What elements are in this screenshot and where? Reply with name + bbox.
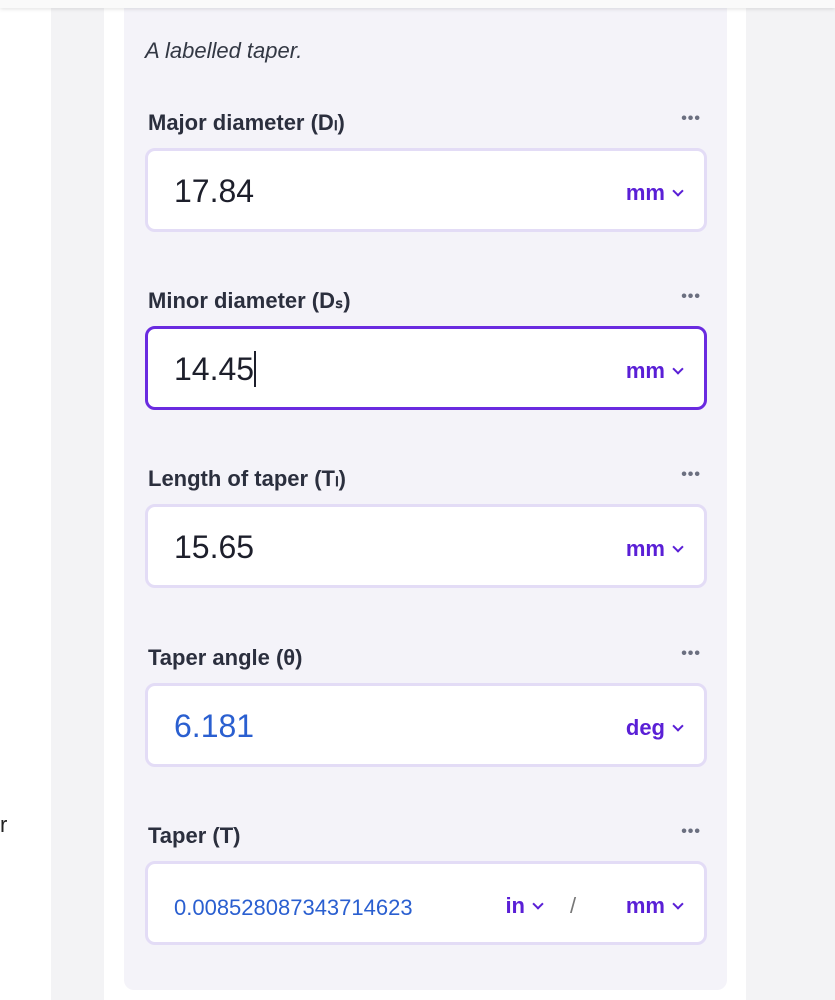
unit-label: mm bbox=[625, 893, 665, 918]
unit-label: mm bbox=[625, 180, 665, 205]
more-options-icon[interactable]: ••• bbox=[681, 466, 701, 483]
taper-input[interactable]: 0.008528087343714623 in / mm bbox=[145, 861, 707, 945]
input-value[interactable]: 6.181 bbox=[174, 708, 255, 744]
side-text: r bbox=[0, 812, 8, 837]
minor-diameter-input[interactable]: 14.45 mm bbox=[145, 326, 707, 410]
page-gutter-right bbox=[746, 0, 835, 1000]
unit-select-numerator[interactable]: in bbox=[505, 893, 544, 919]
field-label: Length of taper (Tₗ) bbox=[148, 466, 346, 491]
top-bar bbox=[0, 0, 835, 8]
more-options-icon[interactable]: ••• bbox=[681, 645, 701, 662]
unit-select[interactable]: mm bbox=[625, 180, 684, 206]
page-gutter-left bbox=[51, 0, 104, 1000]
text-caret bbox=[254, 350, 257, 387]
unit-select[interactable]: mm bbox=[625, 536, 684, 562]
more-options-icon[interactable]: ••• bbox=[681, 110, 701, 127]
length-of-taper-input[interactable]: 15.65 mm bbox=[145, 504, 707, 588]
unit-separator: / bbox=[570, 893, 577, 918]
more-options-icon[interactable]: ••• bbox=[681, 288, 701, 305]
chevron-down-icon bbox=[672, 720, 684, 732]
more-options-icon[interactable]: ••• bbox=[681, 823, 701, 840]
input-text: 14.45 bbox=[174, 351, 255, 387]
field-label: Major diameter (Dₗ) bbox=[148, 110, 345, 135]
unit-label: in bbox=[505, 893, 525, 918]
input-value[interactable]: 17.84 bbox=[174, 173, 255, 209]
input-value[interactable]: 0.008528087343714623 bbox=[174, 895, 413, 920]
unit-label: mm bbox=[625, 358, 665, 383]
chevron-down-icon bbox=[672, 185, 684, 197]
input-value[interactable]: 14.45 bbox=[174, 350, 257, 388]
chevron-down-icon bbox=[672, 898, 684, 910]
input-value[interactable]: 15.65 bbox=[174, 529, 255, 565]
unit-label: mm bbox=[625, 536, 665, 561]
chevron-down-icon bbox=[672, 363, 684, 375]
chevron-down-icon bbox=[672, 541, 684, 553]
unit-select[interactable]: mm bbox=[625, 358, 684, 384]
unit-select-denominator[interactable]: mm bbox=[625, 893, 684, 919]
chevron-down-icon bbox=[532, 898, 544, 910]
major-diameter-input[interactable]: 17.84 mm bbox=[145, 148, 707, 232]
field-label: Minor diameter (Dₛ) bbox=[148, 288, 351, 313]
field-label: Taper (T) bbox=[148, 823, 241, 848]
field-label: Taper angle (θ) bbox=[148, 645, 303, 670]
calculator-description: A labelled taper. bbox=[145, 38, 303, 63]
unit-label: deg bbox=[625, 715, 665, 740]
unit-select[interactable]: deg bbox=[625, 715, 684, 741]
taper-angle-input[interactable]: 6.181 deg bbox=[145, 683, 707, 767]
